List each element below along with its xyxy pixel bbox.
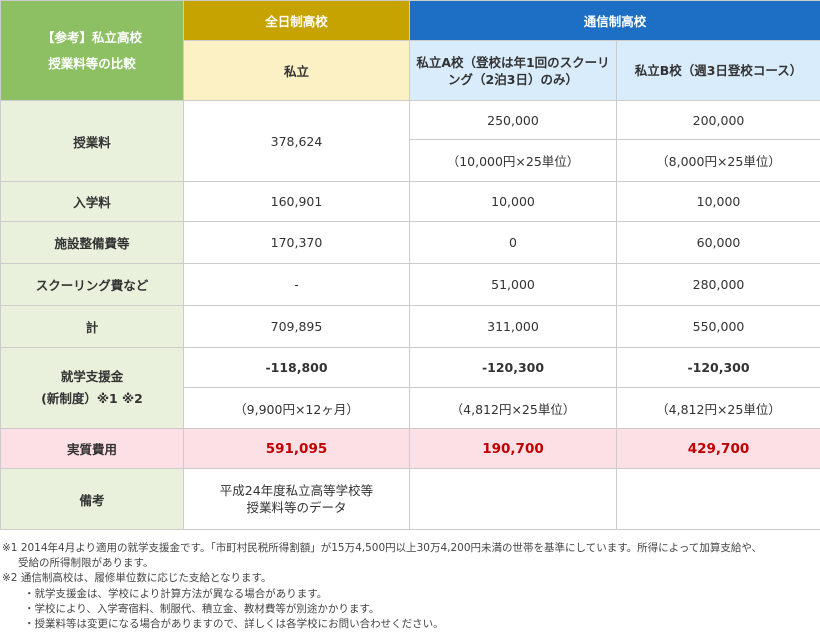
footnote-1: ※1 2014年4月より適用の就学支援金です。「市町村民税所得割額」が15万4,… <box>2 542 763 554</box>
support-private: -118,800 <box>183 347 410 388</box>
comparison-table: 【参考】私立高校 授業料等の比較 全日制高校 通信制高校 私立 私立A校（登校は… <box>0 0 820 530</box>
school-b-column-header: 私立B校（週3日登校コース） <box>615 40 820 101</box>
row-label-facility: 施設整備費等 <box>0 221 184 264</box>
net-cost-school-b: 429,700 <box>615 428 820 469</box>
row-label-support: 就学支援金 (新制度）※1 ※2 <box>0 347 184 429</box>
tuition-school-a-detail: （10,000円×25単位） <box>409 139 617 182</box>
footnote-1-continued: 受給の所得制限があります。 <box>18 557 154 570</box>
support-label-line2: (新制度）※1 ※2 <box>41 391 143 406</box>
note-bullet: ・就学支援金は、学校により計算方法が異なる場合があります。 <box>24 587 328 600</box>
row-label-net-cost: 実質費用 <box>0 428 184 469</box>
remarks-school-a <box>409 468 617 530</box>
enrollment-school-b: 10,000 <box>615 181 820 222</box>
row-label-enrollment: 入学料 <box>0 181 184 222</box>
total-school-b: 550,000 <box>615 305 820 348</box>
enrollment-school-a: 10,000 <box>409 181 617 222</box>
facility-school-a: 0 <box>409 221 617 264</box>
table-title-line1: 【参考】私立高校 <box>41 29 142 45</box>
remarks-private: 平成24年度私立高等学校等 授業料等のデータ <box>183 468 410 530</box>
schooling-school-a: 51,000 <box>409 263 617 306</box>
row-label-schooling: スクーリング費など <box>0 263 184 306</box>
row-label-total: 計 <box>0 305 184 348</box>
tuition-private: 378,624 <box>183 100 410 182</box>
facility-school-b: 60,000 <box>615 221 820 264</box>
fulltime-header: 全日制高校 <box>183 0 410 41</box>
support-school-a-detail: （4,812円×25単位） <box>409 387 617 429</box>
remarks-private-line2: 授業料等のデータ <box>246 500 347 515</box>
footnotes: ※1 2014年4月より適用の就学支援金です。「市町村民税所得割額」が15万4,… <box>2 541 818 632</box>
support-private-detail: （9,900円×12ヶ月） <box>183 387 410 429</box>
remarks-private-line1: 平成24年度私立高等学校等 <box>219 483 374 498</box>
schooling-school-b: 280,000 <box>615 263 820 306</box>
row-label-tuition: 授業料 <box>0 100 184 182</box>
total-school-a: 311,000 <box>409 305 617 348</box>
support-label-line1: 就学支援金 <box>60 369 124 384</box>
facility-private: 170,370 <box>183 221 410 264</box>
footnote-2: ※2 通信制高校は、履修単位数に応じた支給となります。 <box>2 572 272 585</box>
net-cost-private: 591,095 <box>183 428 410 469</box>
note-bullet: ・学校により、入学寄宿料、制服代、積立金、教材費等が別途かかります。 <box>24 602 380 615</box>
correspondence-header: 通信制高校 <box>408 0 820 41</box>
row-label-remarks: 備考 <box>0 468 184 530</box>
school-a-column-header: 私立A校（登校は年1回のスクーリング（2泊3日）のみ） <box>409 40 617 101</box>
tuition-school-b-detail: （8,000円×25単位） <box>615 139 820 182</box>
support-school-b: -120,300 <box>615 347 820 388</box>
remarks-school-b <box>615 468 820 530</box>
schooling-private: - <box>183 263 410 306</box>
tuition-school-a: 250,000 <box>409 100 617 140</box>
total-private: 709,895 <box>183 305 410 348</box>
support-school-a: -120,300 <box>409 347 617 388</box>
tuition-school-b: 200,000 <box>615 100 820 140</box>
table-title: 【参考】私立高校 授業料等の比較 <box>0 0 184 101</box>
enrollment-private: 160,901 <box>183 181 410 222</box>
note-bullet: ・授業料等は変更になる場合がありますので、詳しくは各学校にお問い合わせください。 <box>24 618 444 631</box>
net-cost-school-a: 190,700 <box>409 428 617 469</box>
support-school-b-detail: （4,812円×25単位） <box>615 387 820 429</box>
table-title-line2: 授業料等の比較 <box>48 55 136 71</box>
private-column-header: 私立 <box>183 40 410 101</box>
